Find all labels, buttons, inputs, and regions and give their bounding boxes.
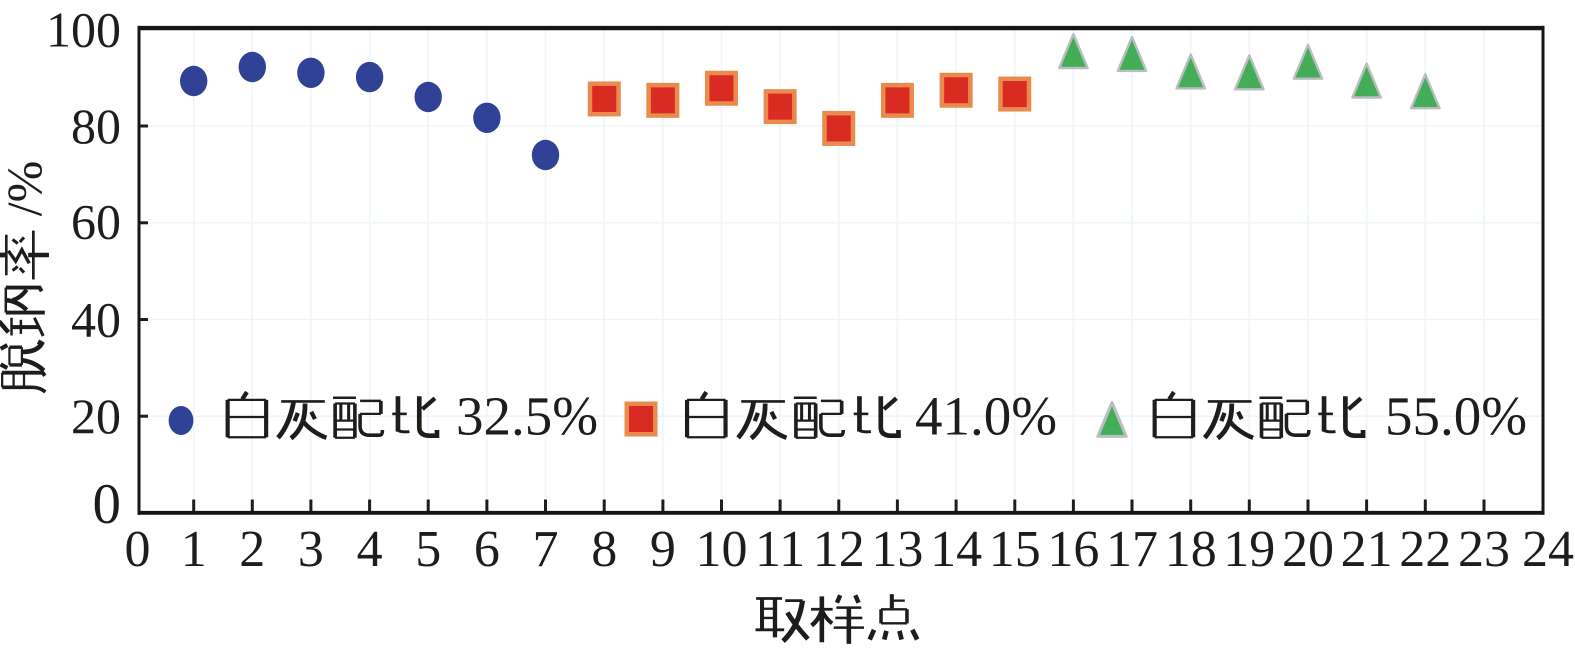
svg-text:60: 60: [71, 194, 121, 250]
svg-text:32.5%: 32.5%: [456, 386, 598, 447]
svg-text:40: 40: [71, 292, 121, 348]
svg-text:13: 13: [871, 521, 923, 578]
svg-text:19: 19: [1223, 521, 1275, 578]
svg-text:9: 9: [650, 521, 676, 578]
svg-text:14: 14: [930, 521, 982, 578]
svg-text:/%: /%: [0, 161, 52, 217]
svg-text:23: 23: [1458, 521, 1510, 578]
svg-text:2: 2: [239, 521, 265, 578]
svg-text:4: 4: [357, 521, 383, 578]
svg-text:6: 6: [474, 521, 500, 578]
svg-text:10: 10: [696, 521, 748, 578]
svg-text:21: 21: [1341, 521, 1393, 578]
svg-text:17: 17: [1106, 521, 1158, 578]
svg-text:16: 16: [1047, 521, 1099, 578]
svg-text:55.0%: 55.0%: [1385, 386, 1527, 447]
svg-text:20: 20: [71, 388, 121, 444]
svg-text:80: 80: [71, 98, 121, 154]
svg-text:0: 0: [93, 473, 122, 536]
svg-text:1: 1: [181, 521, 207, 578]
svg-text:22: 22: [1399, 521, 1451, 578]
svg-text:8: 8: [591, 521, 617, 578]
svg-text:15: 15: [989, 521, 1041, 578]
svg-text:11: 11: [755, 521, 805, 578]
svg-text:20: 20: [1282, 521, 1334, 578]
svg-text:18: 18: [1165, 521, 1217, 578]
svg-text:41.0%: 41.0%: [915, 386, 1057, 447]
svg-text:12: 12: [813, 521, 865, 578]
svg-text:0: 0: [125, 521, 151, 578]
svg-text:24: 24: [1522, 521, 1574, 578]
svg-text:100: 100: [46, 2, 121, 58]
svg-text:7: 7: [533, 521, 559, 578]
svg-text:3: 3: [298, 521, 324, 578]
svg-text:5: 5: [415, 521, 441, 578]
